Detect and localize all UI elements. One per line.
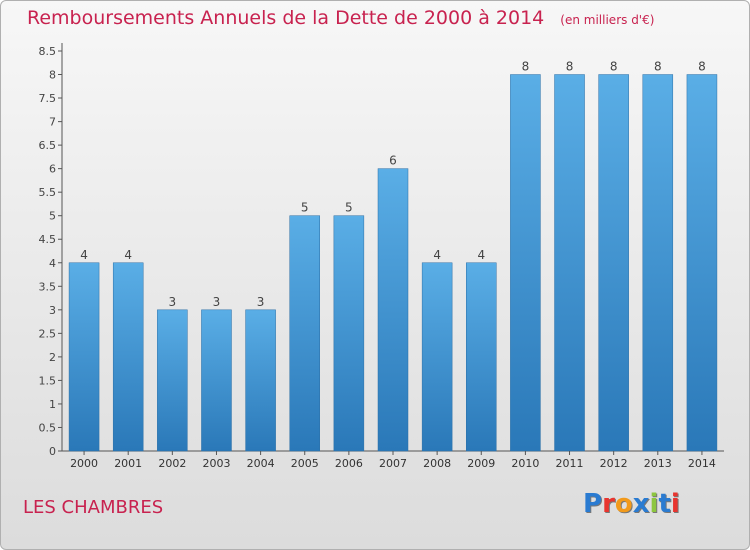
data-label: 3	[257, 295, 265, 309]
x-tick-label: 2004	[247, 457, 275, 470]
chart-unit: (en milliers d'€)	[560, 13, 655, 27]
x-tick-label: 2012	[600, 457, 628, 470]
bar	[466, 262, 497, 452]
bar	[377, 168, 409, 452]
data-label: 8	[522, 60, 530, 74]
y-tick-label: 5.5	[39, 186, 57, 199]
y-tick-label: 6	[49, 163, 56, 176]
bar	[421, 262, 453, 452]
y-tick-label: 1	[49, 398, 56, 411]
logo-letter: i	[670, 489, 680, 519]
data-label: 3	[169, 295, 177, 309]
y-tick-label: 4.5	[39, 233, 57, 246]
bar	[289, 215, 320, 452]
data-label: 4	[433, 248, 441, 262]
bar	[510, 74, 541, 452]
bar	[642, 74, 674, 452]
place-name: LES CHAMBRES	[23, 497, 164, 518]
bar	[68, 262, 100, 452]
x-tick-label: 2011	[556, 457, 584, 470]
y-tick-label: 0	[49, 445, 56, 458]
data-label: 8	[654, 60, 662, 74]
x-tick-label: 2001	[114, 457, 142, 470]
y-tick-label: 4	[49, 257, 56, 270]
bar	[112, 262, 144, 452]
logo-letter: t	[658, 489, 671, 519]
x-tick-label: 2010	[511, 457, 539, 470]
data-label: 6	[389, 154, 397, 168]
y-tick-label: 8	[49, 69, 56, 82]
chart-title-text: Remboursements Annuels de la Dette de 20…	[27, 7, 545, 29]
data-label: 4	[124, 248, 132, 262]
data-label: 3	[213, 295, 221, 309]
bar	[333, 215, 365, 452]
data-label: 8	[566, 60, 574, 74]
logo-letter: x	[632, 489, 650, 519]
y-tick-label: 6.5	[39, 139, 57, 152]
bar	[157, 309, 188, 452]
bar	[686, 74, 718, 452]
bar	[201, 309, 232, 452]
bar	[598, 74, 629, 452]
x-tick-label: 2003	[202, 457, 230, 470]
x-tick-label: 2008	[423, 457, 451, 470]
bar	[245, 309, 276, 452]
data-label: 5	[345, 201, 353, 215]
data-label: 4	[477, 248, 485, 262]
x-tick-label: 2006	[335, 457, 363, 470]
y-tick-label: 3	[49, 304, 56, 317]
logo-letter: o	[614, 489, 633, 519]
data-label: 4	[80, 248, 88, 262]
chart-title: Remboursements Annuels de la Dette de 20…	[27, 7, 654, 29]
x-tick-label: 2005	[291, 457, 319, 470]
y-tick-label: 3.5	[39, 280, 57, 293]
y-tick-label: 0.5	[39, 421, 57, 434]
logo-letter: i	[649, 489, 659, 519]
data-label: 8	[698, 60, 706, 74]
y-tick-label: 5	[49, 210, 56, 223]
y-tick-label: 1.5	[39, 374, 57, 387]
proxiti-logo: Proxiti	[583, 489, 680, 519]
bar	[554, 74, 585, 452]
y-tick-label: 2.5	[39, 327, 57, 340]
y-tick-label: 7	[49, 116, 56, 129]
y-tick-label: 7.5	[39, 92, 57, 105]
x-tick-label: 2007	[379, 457, 407, 470]
x-tick-label: 2002	[158, 457, 186, 470]
x-tick-label: 2014	[688, 457, 716, 470]
logo-letter: P	[583, 489, 603, 519]
x-tick-label: 2000	[70, 457, 98, 470]
data-label: 8	[610, 60, 618, 74]
logo-letter: r	[602, 489, 615, 519]
y-tick-label: 2	[49, 351, 56, 364]
data-label: 5	[301, 201, 309, 215]
y-tick-label: 8.5	[39, 45, 57, 58]
x-tick-label: 2013	[644, 457, 672, 470]
x-tick-label: 2009	[467, 457, 495, 470]
